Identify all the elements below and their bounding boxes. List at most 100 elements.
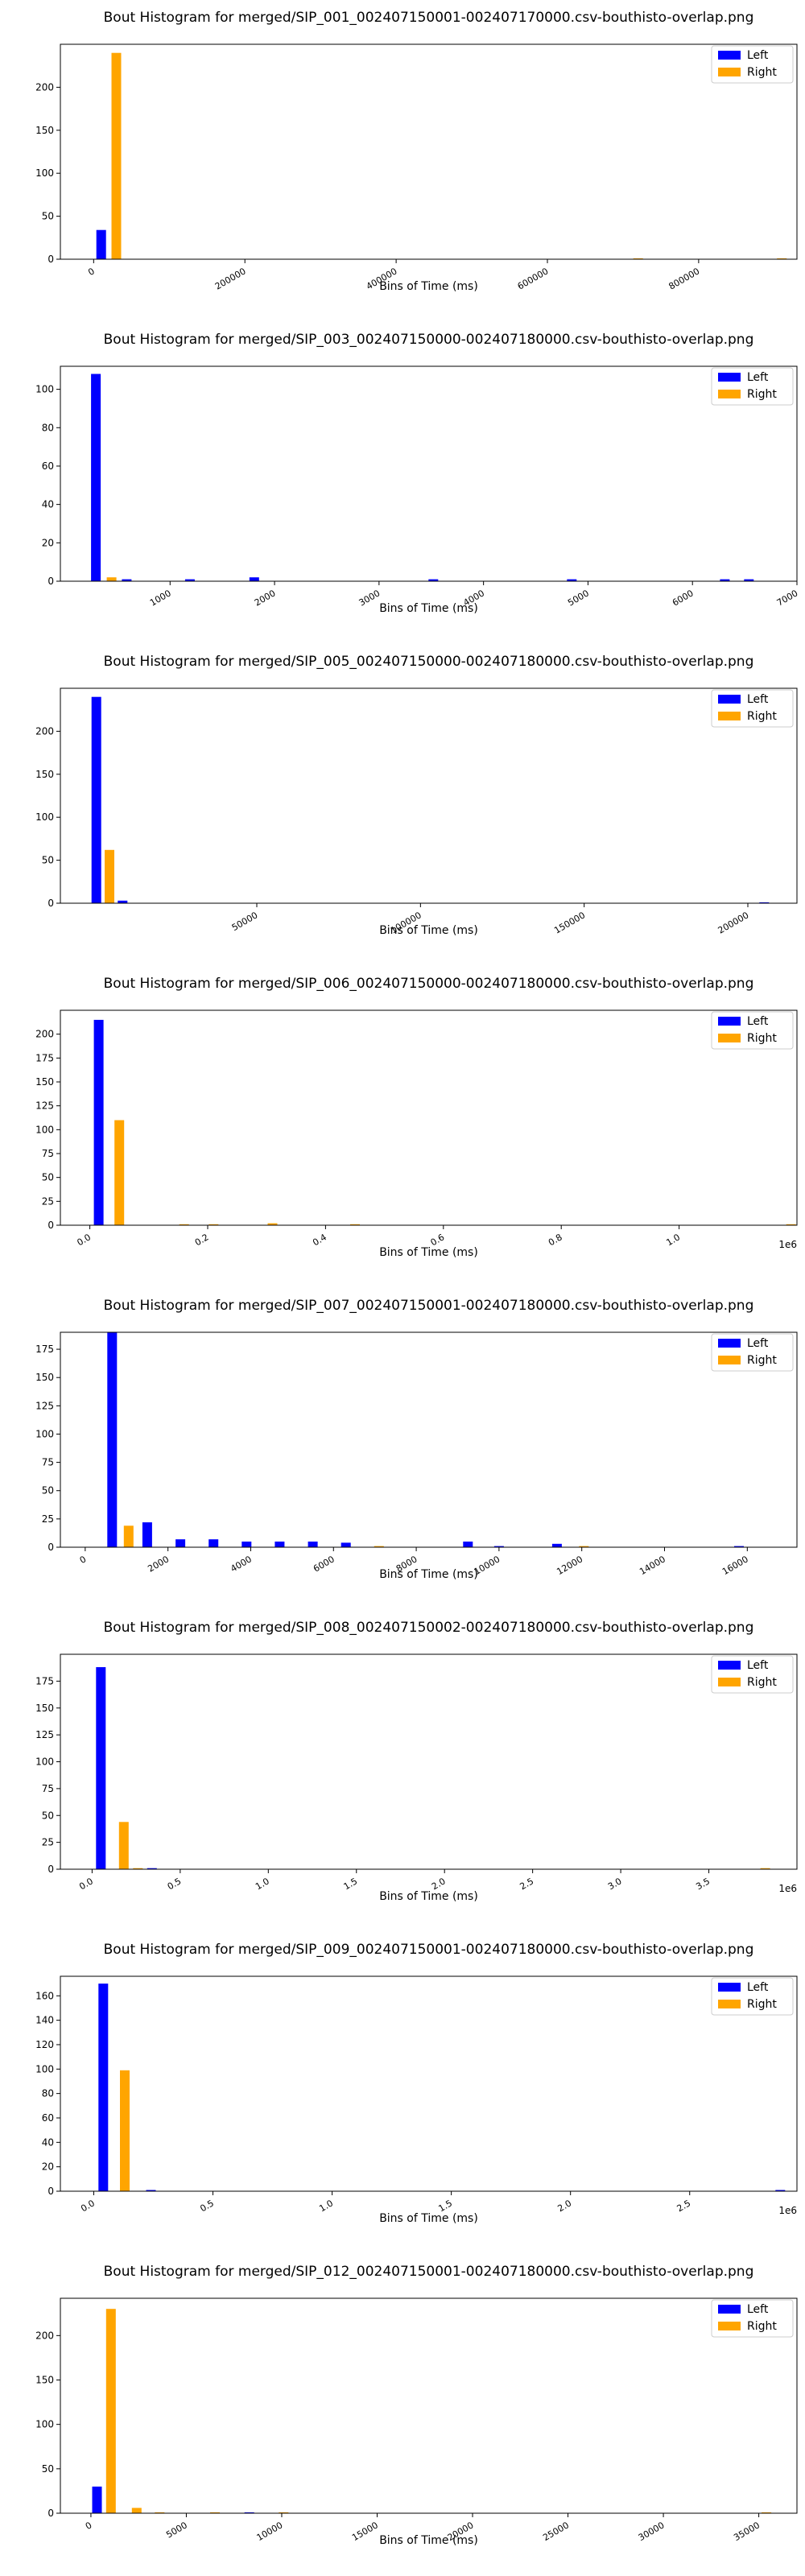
legend-label-left: Left <box>747 1659 769 1672</box>
x-tick-label: 1.5 <box>342 1876 360 1892</box>
y-tick-label: 50 <box>42 211 54 222</box>
bar-right <box>762 2512 772 2513</box>
legend-label-right: Right <box>747 710 777 723</box>
x-tick-label: 150000 <box>552 910 587 935</box>
legend: Left Right <box>711 1655 794 1694</box>
bar-left <box>463 1542 473 1547</box>
histogram-chart: Bout Histogram for merged/SIP_009_002407… <box>35 1942 798 2225</box>
x-tick-label: 2000 <box>253 588 278 608</box>
x-axis-label: Bins of Time (ms) <box>379 1246 478 1259</box>
histogram-panel-5: Bout Histogram for merged/SIP_007_002407… <box>0 1288 805 1610</box>
legend-swatch-left <box>718 51 741 60</box>
y-tick-label: 50 <box>42 2463 54 2475</box>
bar-left <box>428 579 439 581</box>
bar-left <box>775 2190 786 2191</box>
plot-frame <box>60 43 798 260</box>
legend: Left Right <box>711 2299 794 2338</box>
y-tick-label: 0 <box>47 254 54 265</box>
legend: Left Right <box>711 1977 794 2016</box>
bar-left <box>91 374 101 581</box>
legend-swatch-right <box>718 1356 741 1364</box>
chart-title: Bout Histogram for merged/SIP_005_002407… <box>104 654 754 670</box>
x-tick-label: 5000 <box>164 2520 189 2540</box>
histogram-chart: Bout Histogram for merged/SIP_007_002407… <box>35 1298 798 1581</box>
x-tick-label: 0.8 <box>547 1232 564 1248</box>
x-axis-label: Bins of Time (ms) <box>379 280 478 293</box>
histogram-panel-7: Bout Histogram for merged/SIP_009_002407… <box>0 1932 805 2254</box>
x-tick-label: 5000 <box>566 588 591 608</box>
x-tick-label: 0.0 <box>77 1876 95 1892</box>
histogram-chart: Bout Histogram for merged/SIP_005_002407… <box>35 654 798 937</box>
plot-frame <box>60 1009 798 1226</box>
y-tick-label: 200 <box>35 2330 54 2341</box>
y-tick-label: 100 <box>35 384 54 395</box>
bar-right <box>118 1822 129 1869</box>
x-tick-label: 600000 <box>516 266 551 291</box>
y-tick-label: 25 <box>42 1513 54 1525</box>
x-axis-multiplier: 1e6 <box>778 1883 797 1894</box>
x-tick-label: 2000 <box>146 1554 171 1574</box>
y-tick-label: 125 <box>35 1400 54 1411</box>
bar-left <box>91 696 101 903</box>
x-axis-label: Bins of Time (ms) <box>379 1568 478 1581</box>
x-tick-label: 2.5 <box>675 2198 693 2214</box>
y-tick-label: 0 <box>47 898 54 909</box>
bar-left <box>734 1546 744 1547</box>
bar-right <box>179 1224 189 1225</box>
x-tick-label: 200000 <box>213 266 248 291</box>
y-tick-label: 75 <box>42 1783 54 1794</box>
chart-title: Bout Histogram for merged/SIP_007_002407… <box>104 1298 754 1314</box>
histogram-panel-6: Bout Histogram for merged/SIP_008_002407… <box>0 1610 805 1932</box>
y-tick-label: 175 <box>35 1052 54 1063</box>
legend-swatch-right <box>718 2000 741 2008</box>
y-tick-label: 75 <box>42 1148 54 1159</box>
y-tick-label: 100 <box>35 1428 54 1439</box>
legend-label-left: Left <box>747 1337 769 1350</box>
x-tick-label: 25000 <box>541 2520 571 2543</box>
y-tick-label: 0 <box>47 2508 54 2519</box>
y-tick-label: 25 <box>42 1837 54 1848</box>
histogram-panel-8: Bout Histogram for merged/SIP_012_002407… <box>0 2254 805 2576</box>
legend-swatch-left <box>718 2305 741 2314</box>
x-tick-label: 12000 <box>555 1554 584 1577</box>
histogram-chart: Bout Histogram for merged/SIP_003_002407… <box>35 332 799 615</box>
bar-right <box>633 258 643 259</box>
legend-swatch-right <box>718 68 741 76</box>
y-tick-label: 150 <box>35 1076 54 1088</box>
bar-right <box>208 1224 219 1225</box>
x-tick-label: 1000 <box>148 588 173 608</box>
bar-right <box>760 1868 770 1869</box>
legend-swatch-right <box>718 712 741 720</box>
y-tick-label: 40 <box>42 2136 54 2148</box>
y-tick-label: 0 <box>47 1542 54 1553</box>
bar-left <box>249 577 259 581</box>
bar-right <box>267 1223 278 1225</box>
bar-left <box>308 1542 318 1547</box>
plot-frame <box>60 365 798 582</box>
x-tick-label: 3000 <box>357 588 382 608</box>
y-tick-label: 175 <box>35 1344 54 1355</box>
y-tick-label: 100 <box>35 1124 54 1135</box>
legend-swatch-right <box>718 2322 741 2330</box>
bar-right <box>279 2512 289 2513</box>
y-tick-label: 150 <box>35 125 54 136</box>
bar-left <box>567 579 577 581</box>
legend-label-right: Right <box>747 1032 777 1045</box>
legend-swatch-left <box>718 1661 741 1670</box>
bar-left <box>107 1332 118 1547</box>
bar-left <box>96 229 106 259</box>
bar-left <box>275 1542 285 1547</box>
legend-label-right: Right <box>747 66 777 79</box>
x-tick-label: 0.4 <box>311 1232 328 1248</box>
histogram-chart: Bout Histogram for merged/SIP_006_002407… <box>35 976 798 1259</box>
y-tick-label: 125 <box>35 1729 54 1740</box>
y-tick-label: 175 <box>35 1675 54 1686</box>
legend-label-right: Right <box>747 388 777 401</box>
bar-left <box>98 1984 109 2191</box>
y-tick-label: 0 <box>47 576 54 587</box>
bar-right <box>106 577 117 581</box>
legend-label-left: Left <box>747 371 769 384</box>
legend-swatch-right <box>718 390 741 398</box>
y-tick-label: 60 <box>42 460 54 472</box>
